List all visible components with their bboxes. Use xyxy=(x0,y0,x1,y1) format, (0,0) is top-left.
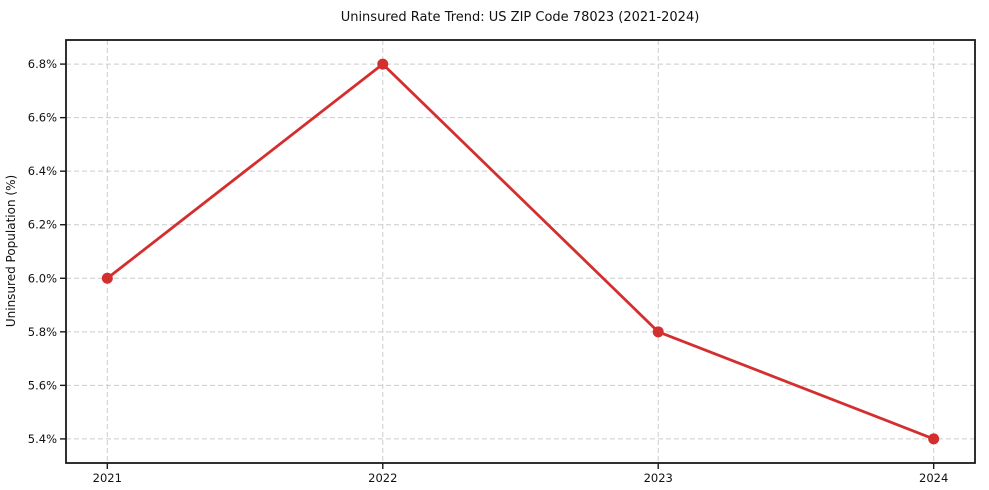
data-point xyxy=(101,272,113,284)
series-layer xyxy=(101,58,940,445)
x-tick-label: 2022 xyxy=(368,471,397,485)
x-tick-label: 2023 xyxy=(644,471,673,485)
x-tick-label: 2024 xyxy=(919,471,948,485)
axes-layer: 2021 2022 2023 2024 5.4% 5.6% 5.8% 6.0% 6.2% 6.4%… xyxy=(28,57,949,485)
y-tick-label: 5.6% xyxy=(28,378,57,392)
plot-border xyxy=(65,39,976,464)
chart-title: Uninsured Rate Trend: US ZIP Code 78023 … xyxy=(341,10,700,25)
y-tick-label: 6.2% xyxy=(28,218,57,232)
x-tick-label: 2021 xyxy=(93,471,122,485)
y-tick-label: 6.8% xyxy=(28,57,57,71)
trend-line xyxy=(105,62,936,441)
data-point xyxy=(928,433,940,445)
y-tick-label: 5.8% xyxy=(28,325,57,339)
y-tick-label: 6.0% xyxy=(28,271,57,285)
y-tick-label: 6.6% xyxy=(28,111,57,125)
y-tick-label: 6.4% xyxy=(28,164,57,178)
data-point xyxy=(377,58,389,70)
grid-layer xyxy=(66,40,975,463)
y-tick-label: 5.4% xyxy=(28,432,57,446)
y-axis-label: Uninsured Population (%) xyxy=(4,175,18,327)
data-point xyxy=(652,326,664,338)
